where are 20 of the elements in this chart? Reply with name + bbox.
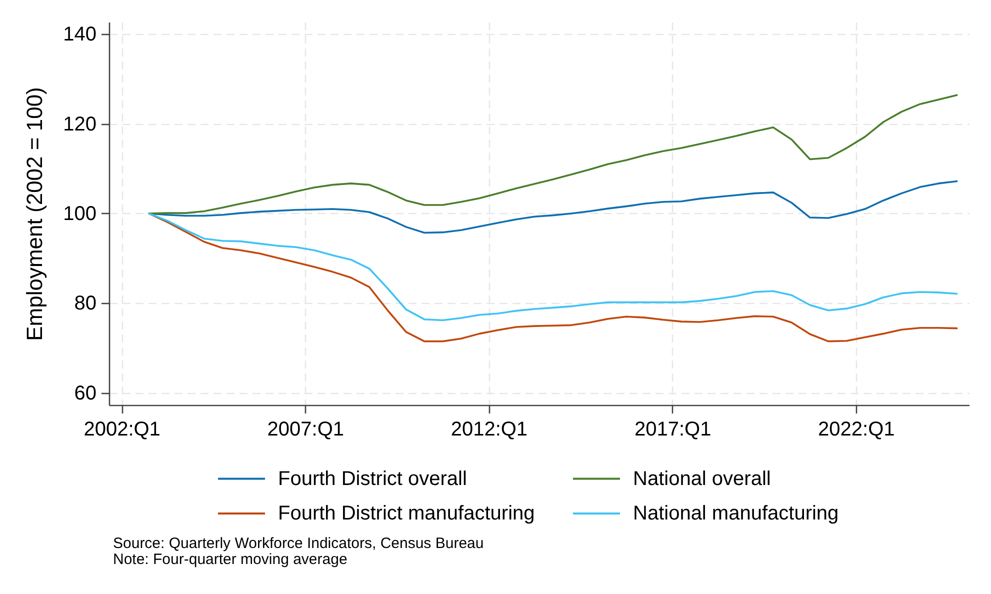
line-series xyxy=(148,212,958,342)
y-tick-label: 120 xyxy=(63,113,96,136)
line-series xyxy=(148,94,958,214)
x-tick-label: 2012:Q1 xyxy=(450,418,528,440)
x-tick-label: 2002:Q1 xyxy=(84,418,160,440)
source-note: Source: Quarterly Workforce Indicators, Census Bureau xyxy=(113,535,484,552)
legend-label: Fourth District overall xyxy=(278,468,467,490)
line-series xyxy=(148,212,958,322)
y-axis-title: Employment (2002 = 100) xyxy=(22,87,48,341)
y-tick-label: 140 xyxy=(63,24,96,46)
y-tick-label: 100 xyxy=(63,203,96,225)
y-tick-label: 80 xyxy=(74,292,96,315)
legend-label: National manufacturing xyxy=(633,502,839,524)
text: Note: Four-quarter moving average xyxy=(113,551,348,568)
legend-label: National overall xyxy=(633,468,771,490)
x-tick-label: 2017:Q1 xyxy=(634,418,712,440)
y-tick-label: 60 xyxy=(74,382,96,404)
x-tick-label: 2007:Q1 xyxy=(267,418,344,440)
x-tick-label: 2022:Q1 xyxy=(818,418,895,440)
legend-label: Fourth District manufacturing xyxy=(278,502,535,524)
